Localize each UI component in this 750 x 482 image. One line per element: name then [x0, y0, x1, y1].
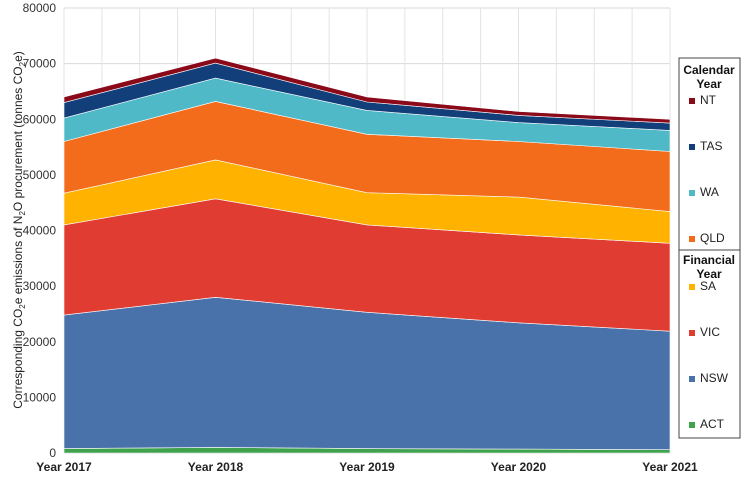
y-axis-ticks: 0 10000 20000 30000 40000 50000 60000 70000 8000… — [23, 1, 57, 460]
stacked-areas — [63, 57, 671, 454]
y-tick-label-8: 80000 — [23, 1, 57, 15]
y-axis-label: Corresponding CO2e emissions of N2O proc… — [11, 51, 27, 409]
x-tick-label-2: Year 2019 — [339, 460, 395, 474]
legend-group2-title-line2: Year — [696, 267, 722, 281]
x-tick-label-1: Year 2018 — [188, 460, 244, 474]
legend-label-sa: SA — [700, 279, 716, 293]
legend-swatch-act — [689, 422, 695, 428]
x-tick-label-3: Year 2020 — [491, 460, 547, 474]
y-tick-label-1: 10000 — [23, 390, 57, 404]
legend-label-vic: VIC — [700, 325, 720, 339]
legend-swatch-qld — [689, 236, 695, 242]
y-tick-label-0: 0 — [49, 446, 56, 460]
x-tick-label-0: Year 2017 — [36, 460, 92, 474]
legend-group1-title-line1: Calendar — [683, 63, 735, 77]
y-tick-label-2: 20000 — [23, 335, 57, 349]
legend-label-tas: TAS — [700, 139, 722, 153]
legend-swatch-sa — [689, 284, 695, 290]
legend-group1-title-line2: Year — [696, 77, 722, 91]
legend-swatch-tas — [689, 144, 695, 150]
legend-label-wa: WA — [700, 185, 719, 199]
legend-swatch-vic — [689, 330, 695, 336]
area-nt — [63, 57, 671, 124]
legend-box — [678, 57, 741, 439]
legend-group2-title-line1: Financial — [683, 253, 735, 267]
legend-label-nt: NT — [700, 93, 717, 107]
legend-swatch-wa — [689, 190, 695, 196]
x-tick-label-4: Year 2021 — [642, 460, 698, 474]
legend-label-nsw: NSW — [700, 371, 729, 385]
legend-label-act: ACT — [700, 417, 725, 431]
legend-swatch-nt — [689, 98, 695, 104]
legend: Calendar Year Financial Year NT TAS WA QLD S… — [678, 57, 741, 439]
x-axis-ticks: Year 2017 Year 2018 Year 2019 Year 2020 Year… — [36, 460, 698, 474]
y-tick-label-3: 30000 — [23, 279, 57, 293]
y-tick-label-7: 70000 — [23, 57, 57, 71]
y-tick-label-5: 50000 — [23, 168, 57, 182]
legend-swatch-nsw — [689, 376, 695, 382]
y-tick-label-4: 40000 — [23, 224, 57, 238]
y-tick-label-6: 60000 — [23, 112, 57, 126]
legend-label-qld: QLD — [700, 231, 725, 245]
legend-items: NT TAS WA QLD SA VIC NSW ACT — [689, 93, 729, 431]
